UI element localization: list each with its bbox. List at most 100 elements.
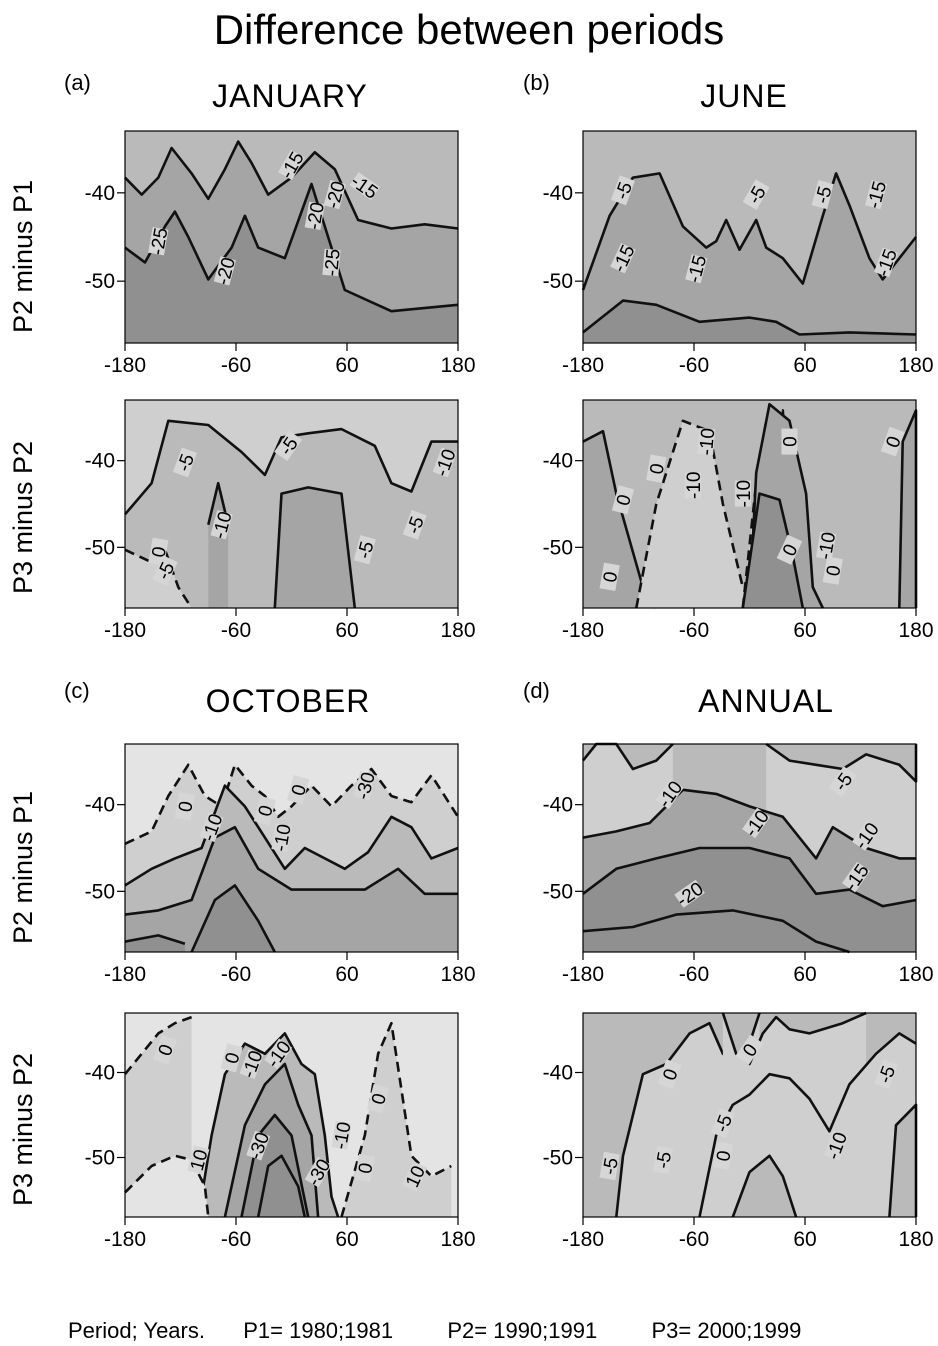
- contour-line: [190, 884, 276, 953]
- contour-label: 0: [149, 545, 172, 559]
- contour-line: [124, 763, 460, 845]
- contour-label-bg: [264, 1038, 293, 1070]
- y-tick-label: -50: [543, 270, 573, 293]
- contour-line: [765, 742, 918, 783]
- contour-label: -5: [653, 1150, 677, 1170]
- panel-title-october: OCTOBER: [205, 683, 371, 719]
- contour-line: [123, 1015, 193, 1076]
- panel-title-annual: ANNUAL: [698, 683, 834, 719]
- x-tick-label: 180: [440, 619, 475, 642]
- contour-band: [732, 1155, 797, 1217]
- x-tick-label: -180: [104, 619, 146, 642]
- contour-label-bg: [697, 427, 716, 456]
- contour-band: [191, 885, 275, 952]
- y-tick-label: -50: [543, 880, 573, 903]
- contour-label-bg: [874, 1059, 898, 1090]
- contour-line: [240, 1113, 310, 1218]
- contour-plot-annual-p3-p2: 00-5-5 -5 0 -10-5-180 -60 60 180-40-50: [543, 1011, 934, 1251]
- x-tick-label: -180: [104, 354, 146, 377]
- contour-label: -5: [612, 179, 638, 202]
- contour-label: 0: [713, 1149, 736, 1163]
- y-tick-label: -40: [543, 182, 573, 205]
- x-tick-label: -180: [562, 963, 604, 986]
- contour-label: -5: [174, 451, 200, 474]
- contour-label-bg: [852, 820, 881, 851]
- contour-line: [581, 742, 674, 771]
- contour-label: -5: [403, 514, 429, 537]
- contour-label: 0: [255, 803, 278, 819]
- y-tick-label: -50: [543, 536, 573, 559]
- contour-band: [583, 431, 657, 608]
- y-tick-label: -40: [85, 450, 115, 473]
- contour-line: [741, 492, 805, 609]
- contour-label-bg: [611, 485, 635, 515]
- contour-label: 0: [823, 564, 846, 578]
- footer-period-label: Period; Years.: [68, 1318, 205, 1343]
- y-tick-label: -40: [85, 794, 115, 817]
- x-tick-label: -180: [104, 1228, 146, 1251]
- contour-label: -5: [875, 1063, 901, 1086]
- contour-line: [124, 825, 458, 916]
- contour-label-bg: [781, 428, 798, 455]
- x-tick-label: -60: [221, 963, 251, 986]
- x-tick-label: 180: [440, 354, 475, 377]
- contour-label-bg: [874, 247, 898, 278]
- contour-band: [274, 487, 355, 608]
- panel-title-june: JUNE: [700, 78, 788, 114]
- contour-plot-january-p3-p2: -5-5 -10-10-5-50-5-180 -60 60 180-40-50: [85, 399, 476, 642]
- contour-line: [635, 419, 758, 609]
- contour-band: [125, 184, 458, 343]
- contour-line: [124, 548, 193, 609]
- contour-field: [583, 1011, 918, 1218]
- y-tick-label: -50: [543, 1147, 573, 1170]
- contour-label: 0: [288, 782, 311, 798]
- contour-band: [583, 300, 916, 343]
- y-tick-label: -50: [85, 536, 115, 559]
- contour-label-bg: [842, 861, 871, 893]
- contour-line: [582, 909, 850, 954]
- contour-label-bg: [822, 556, 843, 585]
- plot-frame: [582, 743, 917, 953]
- contour-line: [581, 172, 918, 291]
- contour-label-bg: [657, 1059, 682, 1090]
- contour-label: -5: [599, 1156, 623, 1176]
- contour-label: -25: [321, 248, 344, 277]
- contour-label-bg: [304, 201, 325, 230]
- y-tick-label: -40: [543, 450, 573, 473]
- y-tick-label: -40: [543, 1062, 573, 1085]
- contour-label-bg: [278, 149, 305, 181]
- contour-label: -5: [354, 539, 379, 561]
- y-tick-label: -40: [85, 1062, 115, 1085]
- contour-label-bg: [174, 792, 196, 821]
- x-tick-label: -180: [562, 1228, 604, 1251]
- contour-label: 0: [646, 462, 669, 476]
- contour-label-bg: [880, 426, 905, 457]
- row-label-p2-minus-p1-lower: P2 minus P1: [8, 790, 38, 944]
- x-tick-label: -180: [562, 619, 604, 642]
- contour-field: [124, 744, 460, 953]
- contour-label: 0: [355, 1161, 378, 1175]
- x-tick-label: 60: [793, 963, 816, 986]
- contour-label: -20: [304, 201, 329, 232]
- contour-label: -5: [712, 1112, 738, 1135]
- plot-frame: [124, 743, 459, 953]
- x-tick-label: 60: [335, 619, 358, 642]
- contour-label: 0: [780, 436, 801, 447]
- contour-label: -10: [734, 480, 755, 507]
- x-tick-label: 60: [335, 963, 358, 986]
- contour-label-bg: [432, 447, 457, 478]
- x-tick-label: -60: [221, 354, 251, 377]
- panel-tag-a: (a): [64, 70, 91, 95]
- x-tick-label: -60: [679, 963, 709, 986]
- contour-label-bg: [599, 562, 620, 591]
- contour-label-bg: [353, 535, 376, 565]
- panel-title-january: JANUARY: [212, 78, 368, 114]
- plot-frame: [124, 130, 459, 344]
- x-tick-label: -60: [221, 1228, 251, 1251]
- x-tick-label: 180: [440, 963, 475, 986]
- contour-label-bg: [685, 254, 708, 284]
- contour-line: [582, 299, 917, 336]
- contour-line: [124, 140, 459, 230]
